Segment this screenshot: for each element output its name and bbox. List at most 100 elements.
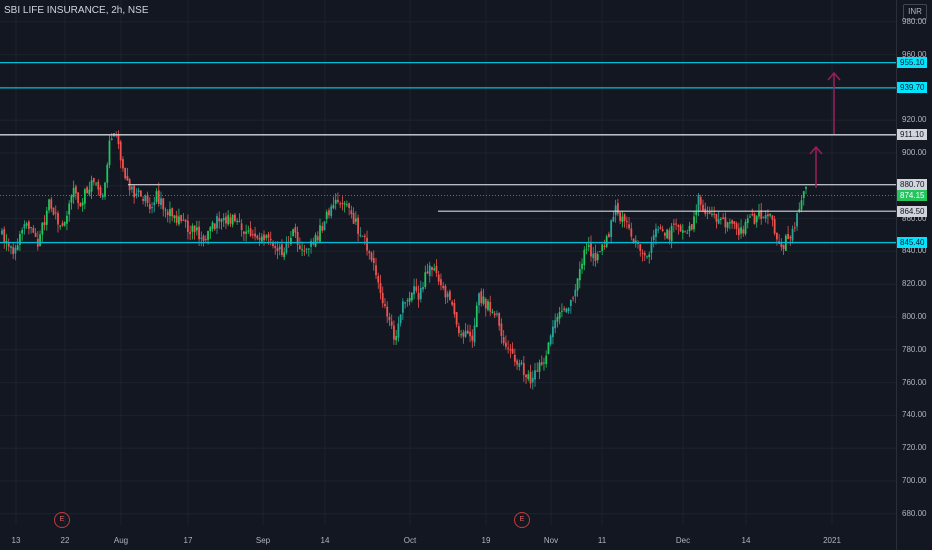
candle-body <box>216 216 218 229</box>
candle-body <box>599 251 601 253</box>
candle-body <box>162 198 165 210</box>
candle-body <box>719 218 722 220</box>
candle-body <box>72 187 75 198</box>
candle-body <box>554 320 557 329</box>
candle-body <box>202 235 205 241</box>
candle-body <box>793 227 796 229</box>
price-tag[interactable]: 939.70 <box>897 82 928 94</box>
candle-body <box>760 210 763 219</box>
candle-body <box>581 263 583 269</box>
candle-body <box>648 254 651 257</box>
candle-body <box>764 215 767 219</box>
earnings-event-marker[interactable]: E <box>54 512 70 528</box>
candle-body <box>534 370 536 380</box>
price-tag[interactable]: 955.10 <box>897 57 928 69</box>
candle-body <box>415 286 418 291</box>
candle-body <box>191 225 194 232</box>
candle-body <box>406 300 409 302</box>
time-tick-label: Dec <box>675 536 691 545</box>
candle-body <box>697 195 700 211</box>
candle-body <box>711 213 713 215</box>
candle-body <box>155 191 158 202</box>
candle-body <box>690 223 693 230</box>
candle-body <box>735 223 738 229</box>
candle-body <box>198 226 200 240</box>
candle-body <box>294 227 297 233</box>
candle-body <box>431 266 433 271</box>
candle-body <box>238 220 241 222</box>
candle-body <box>787 233 789 240</box>
candle-body <box>274 246 277 248</box>
chart-grid <box>0 0 896 525</box>
candle-body <box>106 164 109 183</box>
candle-body <box>393 325 395 340</box>
candle-body <box>292 229 295 237</box>
candle-body <box>307 248 310 250</box>
candle-body <box>762 216 765 218</box>
candle-body <box>316 236 319 241</box>
candle-body <box>160 198 162 205</box>
time-tick-label: 22 <box>60 536 70 545</box>
candle-body <box>413 286 415 295</box>
candle-body <box>433 268 436 271</box>
candle-body <box>220 219 223 222</box>
candle-body <box>200 237 203 239</box>
candle-body <box>513 354 516 362</box>
candle-body <box>19 234 21 245</box>
price-tag[interactable]: 911.10 <box>897 129 927 141</box>
candle-body <box>753 213 756 225</box>
candle-body <box>368 251 371 253</box>
price-tag[interactable]: 864.50 <box>897 205 928 217</box>
candle-body <box>637 243 639 245</box>
candle-body <box>594 252 597 261</box>
candle-body <box>419 287 422 300</box>
candle-body <box>670 225 673 242</box>
candle-body <box>473 325 476 343</box>
candle-body <box>610 220 613 238</box>
candle-body <box>388 316 391 321</box>
price-tag[interactable]: 845.40 <box>897 237 928 249</box>
candle-body <box>7 242 10 247</box>
earnings-event-marker[interactable]: E <box>514 512 530 528</box>
candle-body <box>213 223 216 230</box>
candle-body <box>417 292 420 300</box>
price-tick-label: 720.00 <box>902 443 927 453</box>
candle-body <box>789 236 792 239</box>
candle-body <box>182 219 185 221</box>
candle-body <box>679 225 682 232</box>
candle-body <box>634 240 637 243</box>
candle-body <box>556 316 559 322</box>
candle-body <box>386 306 389 317</box>
price-tag[interactable]: 880.70 <box>897 179 928 191</box>
candle-body <box>496 313 498 315</box>
candle-body <box>222 218 225 221</box>
candle-body <box>596 254 599 261</box>
candle-body <box>395 336 398 341</box>
time-tick-label: 14 <box>320 536 330 545</box>
currency-badge[interactable]: INR <box>903 4 927 20</box>
candle-body <box>272 241 274 246</box>
candle-body <box>249 228 252 236</box>
symbol-title: SBI LIFE INSURANCE, 2h, NSE <box>4 5 149 16</box>
candle-body <box>583 249 586 266</box>
price-tag[interactable]: 874.15 <box>897 189 928 201</box>
candle-body <box>68 203 71 215</box>
candle-body <box>464 330 467 337</box>
candle-body <box>211 222 214 229</box>
candle-body <box>437 274 440 282</box>
candle-body <box>79 203 82 207</box>
candle-body <box>549 335 552 345</box>
candle-body <box>139 190 142 197</box>
candle-body <box>133 185 136 198</box>
time-tick-label: Oct <box>403 536 417 545</box>
candle-body <box>677 225 680 227</box>
candle-body <box>726 222 729 228</box>
candle-body <box>457 326 460 334</box>
candle-body <box>628 224 630 229</box>
candle-body <box>603 245 606 247</box>
candle-body <box>500 323 503 336</box>
candle-body <box>498 312 501 326</box>
candle-body <box>666 229 669 239</box>
candle-body <box>784 235 787 251</box>
